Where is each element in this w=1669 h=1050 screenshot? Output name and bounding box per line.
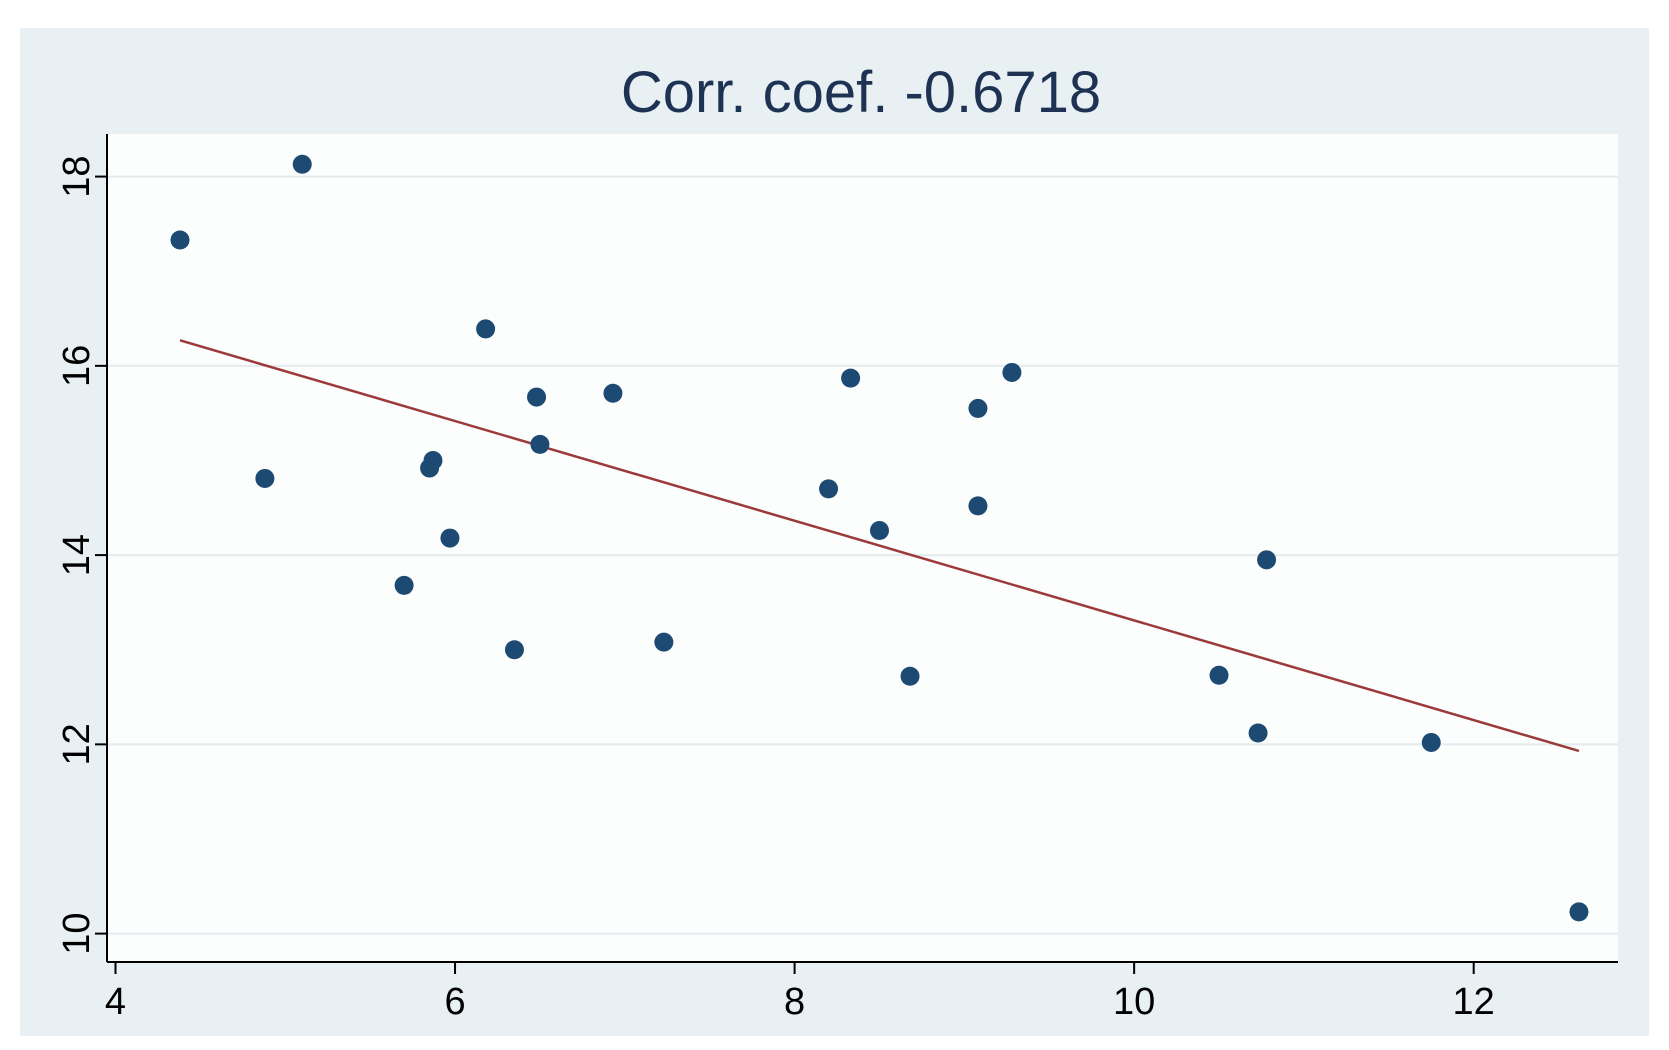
data-point-10 [527,387,547,407]
y-tick-label-10: 10 [56,912,98,954]
axes: 10 12 14 16 18 4 6 8 10 12 [56,134,1618,1023]
chart-title: Corr. coef. -0.6718 [621,60,1101,125]
x-tick-label-6: 6 [444,981,465,1023]
data-point-12 [603,383,623,403]
data-points [170,154,1589,922]
data-point-18 [968,398,988,418]
data-point-8 [476,319,496,339]
data-point-20 [1002,362,1022,382]
data-point-2 [292,154,312,174]
fit-line-layer [179,339,1580,753]
data-point-22 [1248,723,1268,743]
plot-area [107,134,1618,962]
data-point-1 [170,230,190,250]
data-point-9 [504,640,524,660]
data-point-21 [1209,665,1229,685]
data-point-23 [1257,550,1277,570]
x-tick-label-10: 10 [1113,981,1155,1023]
fit-line [179,339,1580,753]
data-point-6 [423,450,443,470]
y-tick-label-16: 16 [56,345,98,387]
data-point-16 [869,520,889,540]
gridlines [107,175,1618,935]
y-tick-label-18: 18 [56,155,98,197]
y-tick-label-12: 12 [56,723,98,765]
data-point-19 [968,496,988,516]
x-tick-label-8: 8 [784,981,805,1023]
data-point-11 [530,434,550,454]
y-tick-label-14: 14 [56,534,98,576]
data-point-4 [394,575,414,595]
x-tick-label-12: 12 [1453,981,1495,1023]
x-tick-label-4: 4 [105,981,126,1023]
data-point-25 [1569,902,1589,922]
data-point-3 [255,468,275,488]
data-point-13 [654,632,674,652]
data-point-14 [819,479,839,499]
data-point-24 [1421,732,1441,752]
data-point-15 [841,368,861,388]
data-point-17 [900,666,920,686]
data-point-7 [440,528,460,548]
